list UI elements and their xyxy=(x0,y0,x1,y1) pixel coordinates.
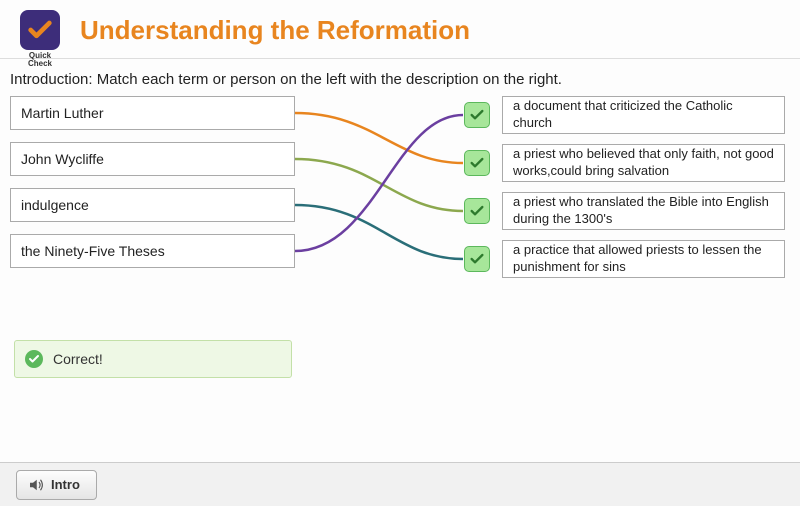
description-item[interactable]: a priest who translated the Bible into E… xyxy=(502,192,785,230)
speaker-icon xyxy=(27,476,45,494)
check-icon xyxy=(464,102,490,128)
feedback-banner: Correct! xyxy=(14,340,292,378)
content-area: Introduction: Match each term or person … xyxy=(0,59,800,296)
quick-check-logo: QuickCheck xyxy=(20,10,60,50)
term-item[interactable]: the Ninety-Five Theses xyxy=(10,234,295,268)
intro-label: Intro xyxy=(51,477,80,492)
term-item[interactable]: John Wycliffe xyxy=(10,142,295,176)
header: QuickCheck Understanding the Reformation xyxy=(0,0,800,59)
term-item[interactable]: Martin Luther xyxy=(10,96,295,130)
description-item[interactable]: a document that criticized the Catholic … xyxy=(502,96,785,134)
footer: Intro xyxy=(0,462,800,506)
terms-column: Martin Luther John Wycliffe indulgence t… xyxy=(10,96,295,280)
check-icon xyxy=(464,198,490,224)
term-item[interactable]: indulgence xyxy=(10,188,295,222)
instruction-text: Introduction: Match each term or person … xyxy=(10,71,790,88)
descriptions-column: a document that criticized the Catholic … xyxy=(502,96,785,288)
correct-icon xyxy=(25,350,43,368)
matching-area: Martin Luther John Wycliffe indulgence t… xyxy=(10,96,790,296)
feedback-text: Correct! xyxy=(53,351,103,367)
check-icon xyxy=(464,150,490,176)
page-title: Understanding the Reformation xyxy=(80,15,470,46)
check-icon xyxy=(464,246,490,272)
checkmarks-column xyxy=(464,96,492,294)
description-item[interactable]: a practice that allowed priests to lesse… xyxy=(502,240,785,278)
intro-button[interactable]: Intro xyxy=(16,470,97,500)
description-item[interactable]: a priest who believed that only faith, n… xyxy=(502,144,785,182)
